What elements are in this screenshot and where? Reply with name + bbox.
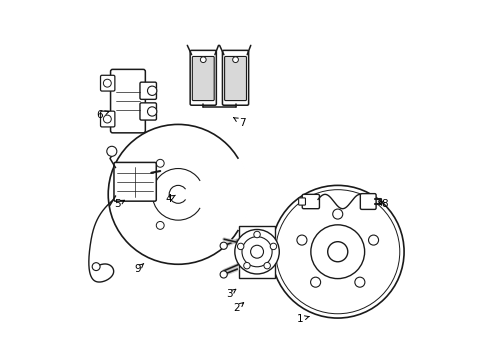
Circle shape	[106, 146, 117, 156]
FancyBboxPatch shape	[192, 57, 214, 100]
FancyBboxPatch shape	[224, 57, 246, 100]
Circle shape	[232, 57, 238, 63]
Text: 7: 7	[233, 117, 245, 128]
Circle shape	[237, 243, 244, 249]
Text: 8: 8	[377, 199, 387, 210]
Text: 4: 4	[165, 194, 175, 204]
Circle shape	[147, 86, 157, 95]
Circle shape	[250, 245, 263, 258]
FancyBboxPatch shape	[101, 75, 115, 91]
Circle shape	[310, 277, 320, 287]
Circle shape	[200, 57, 206, 63]
FancyBboxPatch shape	[140, 82, 156, 99]
FancyBboxPatch shape	[298, 198, 305, 205]
Circle shape	[327, 242, 347, 262]
Bar	[239, 226, 274, 278]
Circle shape	[169, 185, 187, 203]
Circle shape	[152, 168, 203, 220]
Circle shape	[92, 263, 100, 271]
FancyBboxPatch shape	[114, 162, 156, 201]
Circle shape	[147, 107, 157, 116]
Circle shape	[103, 115, 111, 123]
Text: 6: 6	[96, 110, 109, 120]
FancyBboxPatch shape	[302, 194, 319, 209]
Text: 2: 2	[233, 303, 243, 314]
Circle shape	[332, 209, 342, 219]
Circle shape	[271, 185, 403, 318]
Text: 5: 5	[114, 199, 124, 210]
Circle shape	[354, 277, 364, 287]
Circle shape	[264, 262, 270, 269]
Circle shape	[156, 159, 164, 167]
Circle shape	[115, 192, 121, 198]
FancyBboxPatch shape	[190, 50, 216, 105]
Circle shape	[234, 229, 279, 274]
Circle shape	[296, 235, 306, 245]
Wedge shape	[178, 158, 249, 230]
Circle shape	[108, 125, 247, 264]
Text: 1: 1	[296, 314, 308, 324]
Text: 9: 9	[134, 264, 143, 274]
Circle shape	[156, 221, 164, 229]
Circle shape	[253, 231, 260, 238]
Circle shape	[310, 225, 364, 279]
FancyBboxPatch shape	[222, 50, 248, 105]
Circle shape	[103, 79, 111, 87]
FancyBboxPatch shape	[140, 103, 156, 120]
FancyBboxPatch shape	[101, 111, 115, 127]
Circle shape	[368, 235, 378, 245]
Circle shape	[270, 243, 276, 249]
Text: 3: 3	[225, 289, 235, 299]
FancyBboxPatch shape	[110, 69, 145, 133]
Circle shape	[220, 242, 227, 249]
Circle shape	[220, 271, 227, 278]
Circle shape	[242, 237, 271, 267]
Circle shape	[275, 190, 399, 314]
FancyBboxPatch shape	[360, 194, 375, 210]
Circle shape	[243, 262, 250, 269]
